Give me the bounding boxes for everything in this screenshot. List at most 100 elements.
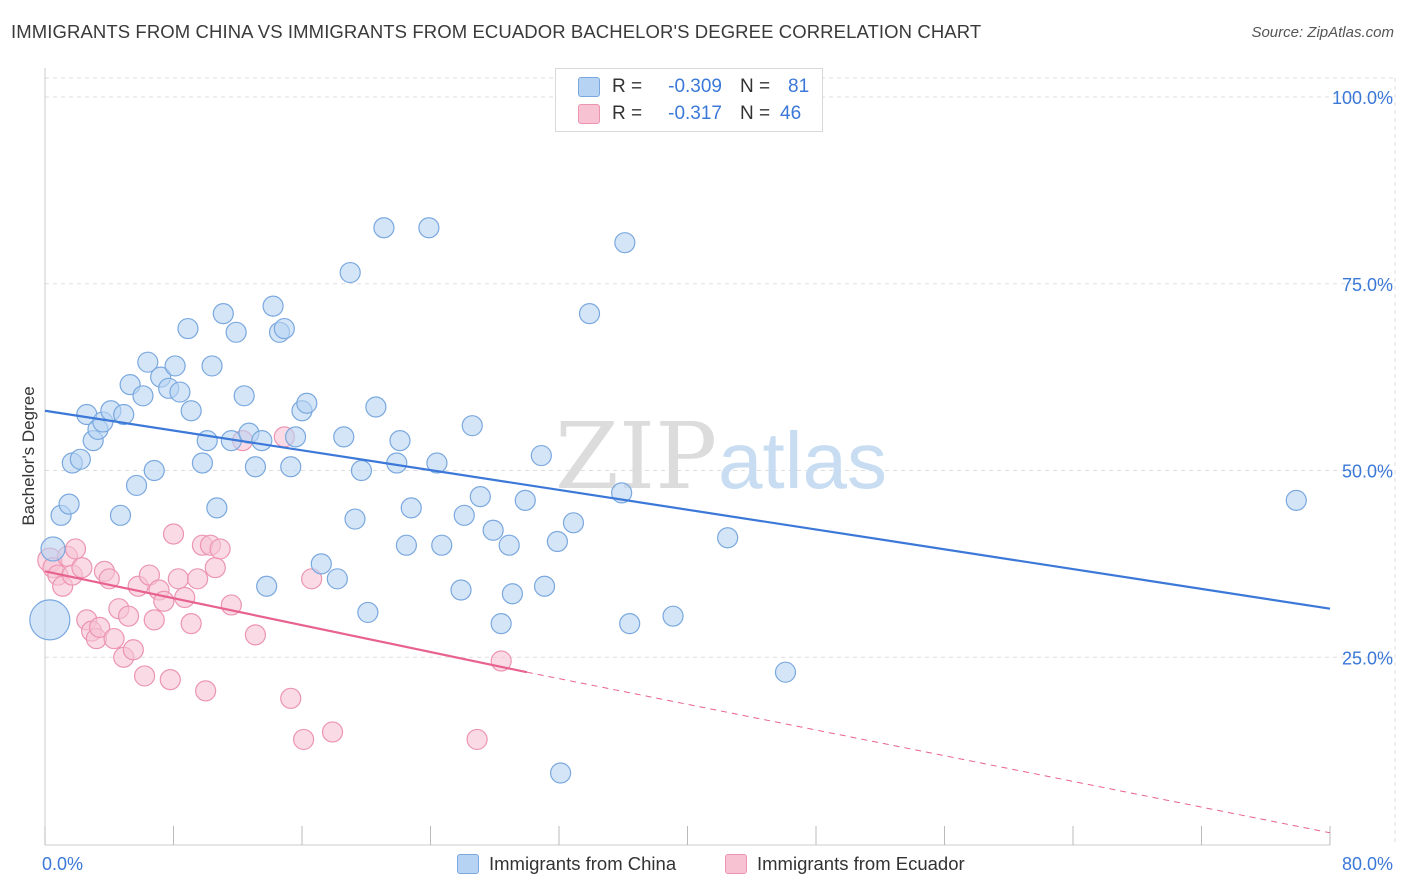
china-point [501,583,524,605]
bottom-legend-label-china: Immigrants from China [489,853,677,874]
legend-n-value-ecuador: 46 [780,103,802,124]
china-point [244,456,267,478]
china-point [578,303,601,325]
y-tick-label: 50.0% [1342,462,1393,482]
china-point [69,448,91,470]
china-point [717,527,739,549]
china-point [662,605,684,627]
china-point [469,486,491,508]
china-point [125,474,148,497]
trend-line-china [44,409,1331,610]
bottom-legend-china[interactable]: Immigrants from China [457,852,676,876]
china-point [461,415,483,437]
china-point [498,534,520,556]
watermark-atlas: atlas [718,416,887,505]
china-point [774,661,797,683]
china-point [180,400,202,422]
china-point [453,504,475,526]
china-point [546,530,568,553]
china-point [344,508,366,530]
legend-r-value-ecuador: -0.317 [668,103,722,124]
china-point [273,317,295,340]
ecuador-point [138,564,161,586]
ecuador-point [143,609,165,631]
bottom-legend-ecuador[interactable]: Immigrants from Ecuador [725,852,965,876]
china-point [1285,489,1307,511]
china-point [132,385,154,407]
ecuador-point [195,680,217,702]
china-point [389,430,411,452]
china-point [225,321,247,343]
china-point [426,452,448,474]
source-label: Source: ZipAtlas.com [1251,24,1394,41]
watermark: ZIP atlas [555,403,887,510]
china-point [256,575,278,597]
ecuador-point [244,624,267,646]
correlation-legend: R = -0.309 N = 81 R = -0.317 N = 46 [555,68,823,132]
watermark-zip: ZIP [555,403,717,510]
china-point [450,579,472,601]
china-point [431,534,453,556]
bottom-legend-swatch-ecuador [725,854,747,874]
x-tick-label: 80.0% [1342,854,1393,874]
china-point [233,385,255,407]
ecuador-point [186,568,209,590]
china-point [109,504,132,526]
china-point [284,426,307,448]
ecuador-point [122,639,144,661]
trend-line-ecuador [44,570,528,674]
china-point [177,317,199,340]
legend-n-label: N = [740,103,771,124]
bottom-legend-swatch-china [457,854,479,874]
china-point [395,534,418,556]
china-point [333,426,355,448]
china-point [212,303,234,325]
china-point [310,553,332,575]
ecuador-point [64,538,87,560]
ecuador-point [466,728,488,751]
china-point [373,217,395,239]
china-point [206,497,228,519]
ecuador-point [280,687,302,709]
china-point [619,613,641,635]
trend-lines [44,409,1331,834]
x-tick-labels: 0.0% 80.0% [42,854,1393,874]
china-point [251,430,273,452]
ecuador-point [71,557,93,579]
china-point [29,599,71,641]
legend-n-value-china: 81 [788,76,810,97]
china-point [143,459,165,482]
y-axis-label: Bachelor's Degree [19,386,38,525]
china-point [169,381,191,403]
ecuador-point [204,557,226,579]
ecuador-point [117,605,140,627]
ecuador-point [103,627,125,650]
ecuador-point [174,586,196,609]
ecuador-point [167,568,189,590]
legend-swatch-ecuador [578,104,600,124]
legend-r-value-china: -0.309 [668,76,722,97]
ecuador-point [162,523,185,545]
y-tick-labels: 25.0% 50.0% 75.0% 100.0% [1332,88,1393,668]
china-point [40,536,66,562]
y-tick-label: 25.0% [1342,648,1393,668]
ecuador-point [159,669,181,691]
china-point [482,519,504,541]
china-point [400,497,422,519]
ecuador-point [180,613,202,635]
ecuador-point [89,616,111,638]
china-point [614,232,636,254]
y-tick-label: 75.0% [1342,275,1393,295]
series-china-points [29,217,1307,784]
legend-n-label: N = [740,76,771,97]
china-point [164,355,186,377]
china-point [530,444,552,467]
legend-r-label: R = [612,103,643,124]
china-point [339,261,361,284]
china-point [533,575,556,597]
ecuador-point [301,568,323,590]
axes [44,68,1331,846]
china-point [137,351,159,373]
china-point [550,762,572,784]
chart-title: IMMIGRANTS FROM CHINA VS IMMIGRANTS FROM… [11,21,982,42]
